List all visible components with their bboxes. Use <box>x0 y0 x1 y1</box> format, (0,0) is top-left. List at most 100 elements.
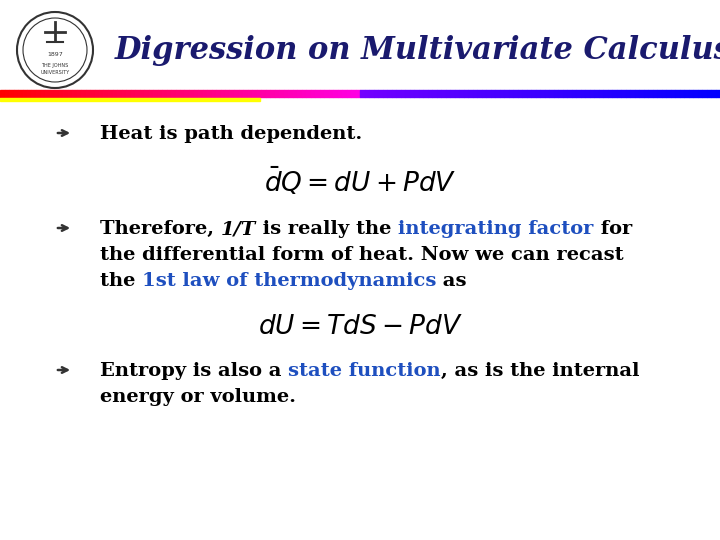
Bar <box>378 90 382 97</box>
Bar <box>63 90 68 97</box>
Bar <box>202 90 207 97</box>
Text: is really the: is really the <box>256 220 398 238</box>
Bar <box>364 90 369 97</box>
Bar <box>405 90 410 97</box>
Bar <box>410 90 414 97</box>
Bar <box>544 90 549 97</box>
Bar <box>225 90 230 97</box>
Bar <box>495 90 500 97</box>
Bar <box>500 90 504 97</box>
Bar <box>657 90 662 97</box>
Bar <box>423 90 428 97</box>
Bar <box>68 90 72 97</box>
Bar <box>634 90 639 97</box>
Bar <box>166 90 171 97</box>
Text: UNIVERSITY: UNIVERSITY <box>40 70 70 75</box>
Bar <box>284 90 288 97</box>
Bar <box>238 90 243 97</box>
Bar <box>598 90 603 97</box>
Bar <box>171 90 176 97</box>
Bar <box>392 90 396 97</box>
Bar <box>297 90 302 97</box>
Bar <box>688 90 693 97</box>
Bar <box>482 90 486 97</box>
Bar <box>180 90 184 97</box>
Bar <box>702 90 706 97</box>
Bar <box>594 90 598 97</box>
Bar <box>153 90 158 97</box>
Bar <box>567 90 572 97</box>
Text: Therefore,: Therefore, <box>100 220 221 238</box>
Bar <box>194 90 198 97</box>
Bar <box>486 90 490 97</box>
Bar <box>0 98 260 101</box>
Bar <box>108 90 112 97</box>
Bar <box>220 90 225 97</box>
Bar <box>148 90 153 97</box>
Bar <box>261 90 266 97</box>
Bar <box>675 90 680 97</box>
Text: the: the <box>100 272 142 290</box>
Bar <box>36 90 40 97</box>
Bar <box>310 90 315 97</box>
Bar <box>122 90 126 97</box>
Bar <box>158 90 162 97</box>
Bar <box>706 90 711 97</box>
Bar <box>144 90 148 97</box>
Bar <box>716 90 720 97</box>
Text: Heat is path dependent.: Heat is path dependent. <box>100 125 362 143</box>
Bar <box>81 90 86 97</box>
Bar <box>333 90 338 97</box>
Bar <box>328 90 333 97</box>
Bar <box>117 90 122 97</box>
Text: Digression on Multivariate Calculus: Digression on Multivariate Calculus <box>115 35 720 65</box>
Bar <box>58 90 63 97</box>
Bar <box>234 90 238 97</box>
Bar <box>680 90 684 97</box>
Bar <box>130 90 135 97</box>
Bar <box>32 90 36 97</box>
Bar <box>216 90 220 97</box>
Bar <box>441 90 446 97</box>
Bar <box>176 90 180 97</box>
Bar <box>698 90 702 97</box>
Bar <box>472 90 477 97</box>
Bar <box>652 90 657 97</box>
Bar <box>252 90 256 97</box>
Bar <box>342 90 346 97</box>
Bar <box>315 90 320 97</box>
Text: energy or volume.: energy or volume. <box>100 388 296 406</box>
Bar <box>621 90 626 97</box>
Bar <box>450 90 454 97</box>
Bar <box>549 90 554 97</box>
Bar <box>9 90 14 97</box>
Bar <box>612 90 616 97</box>
Bar <box>662 90 666 97</box>
Bar <box>256 90 261 97</box>
Bar <box>576 90 580 97</box>
Bar <box>94 90 99 97</box>
Bar <box>346 90 351 97</box>
Bar <box>374 90 378 97</box>
Bar <box>4 90 9 97</box>
Bar <box>513 90 518 97</box>
Bar <box>603 90 608 97</box>
Text: $\bar{d}Q = dU + PdV$: $\bar{d}Q = dU + PdV$ <box>264 165 456 197</box>
Bar <box>306 90 310 97</box>
Bar <box>86 90 90 97</box>
Text: , as is the internal: , as is the internal <box>441 362 639 380</box>
Bar <box>212 90 216 97</box>
Bar <box>72 90 76 97</box>
Bar <box>184 90 189 97</box>
Bar <box>648 90 652 97</box>
Bar <box>230 90 234 97</box>
Bar <box>477 90 482 97</box>
Bar <box>616 90 621 97</box>
Bar <box>436 90 441 97</box>
Bar <box>504 90 508 97</box>
Text: for: for <box>593 220 631 238</box>
Bar <box>684 90 688 97</box>
Bar <box>140 90 144 97</box>
Bar <box>104 90 108 97</box>
Bar <box>22 90 27 97</box>
